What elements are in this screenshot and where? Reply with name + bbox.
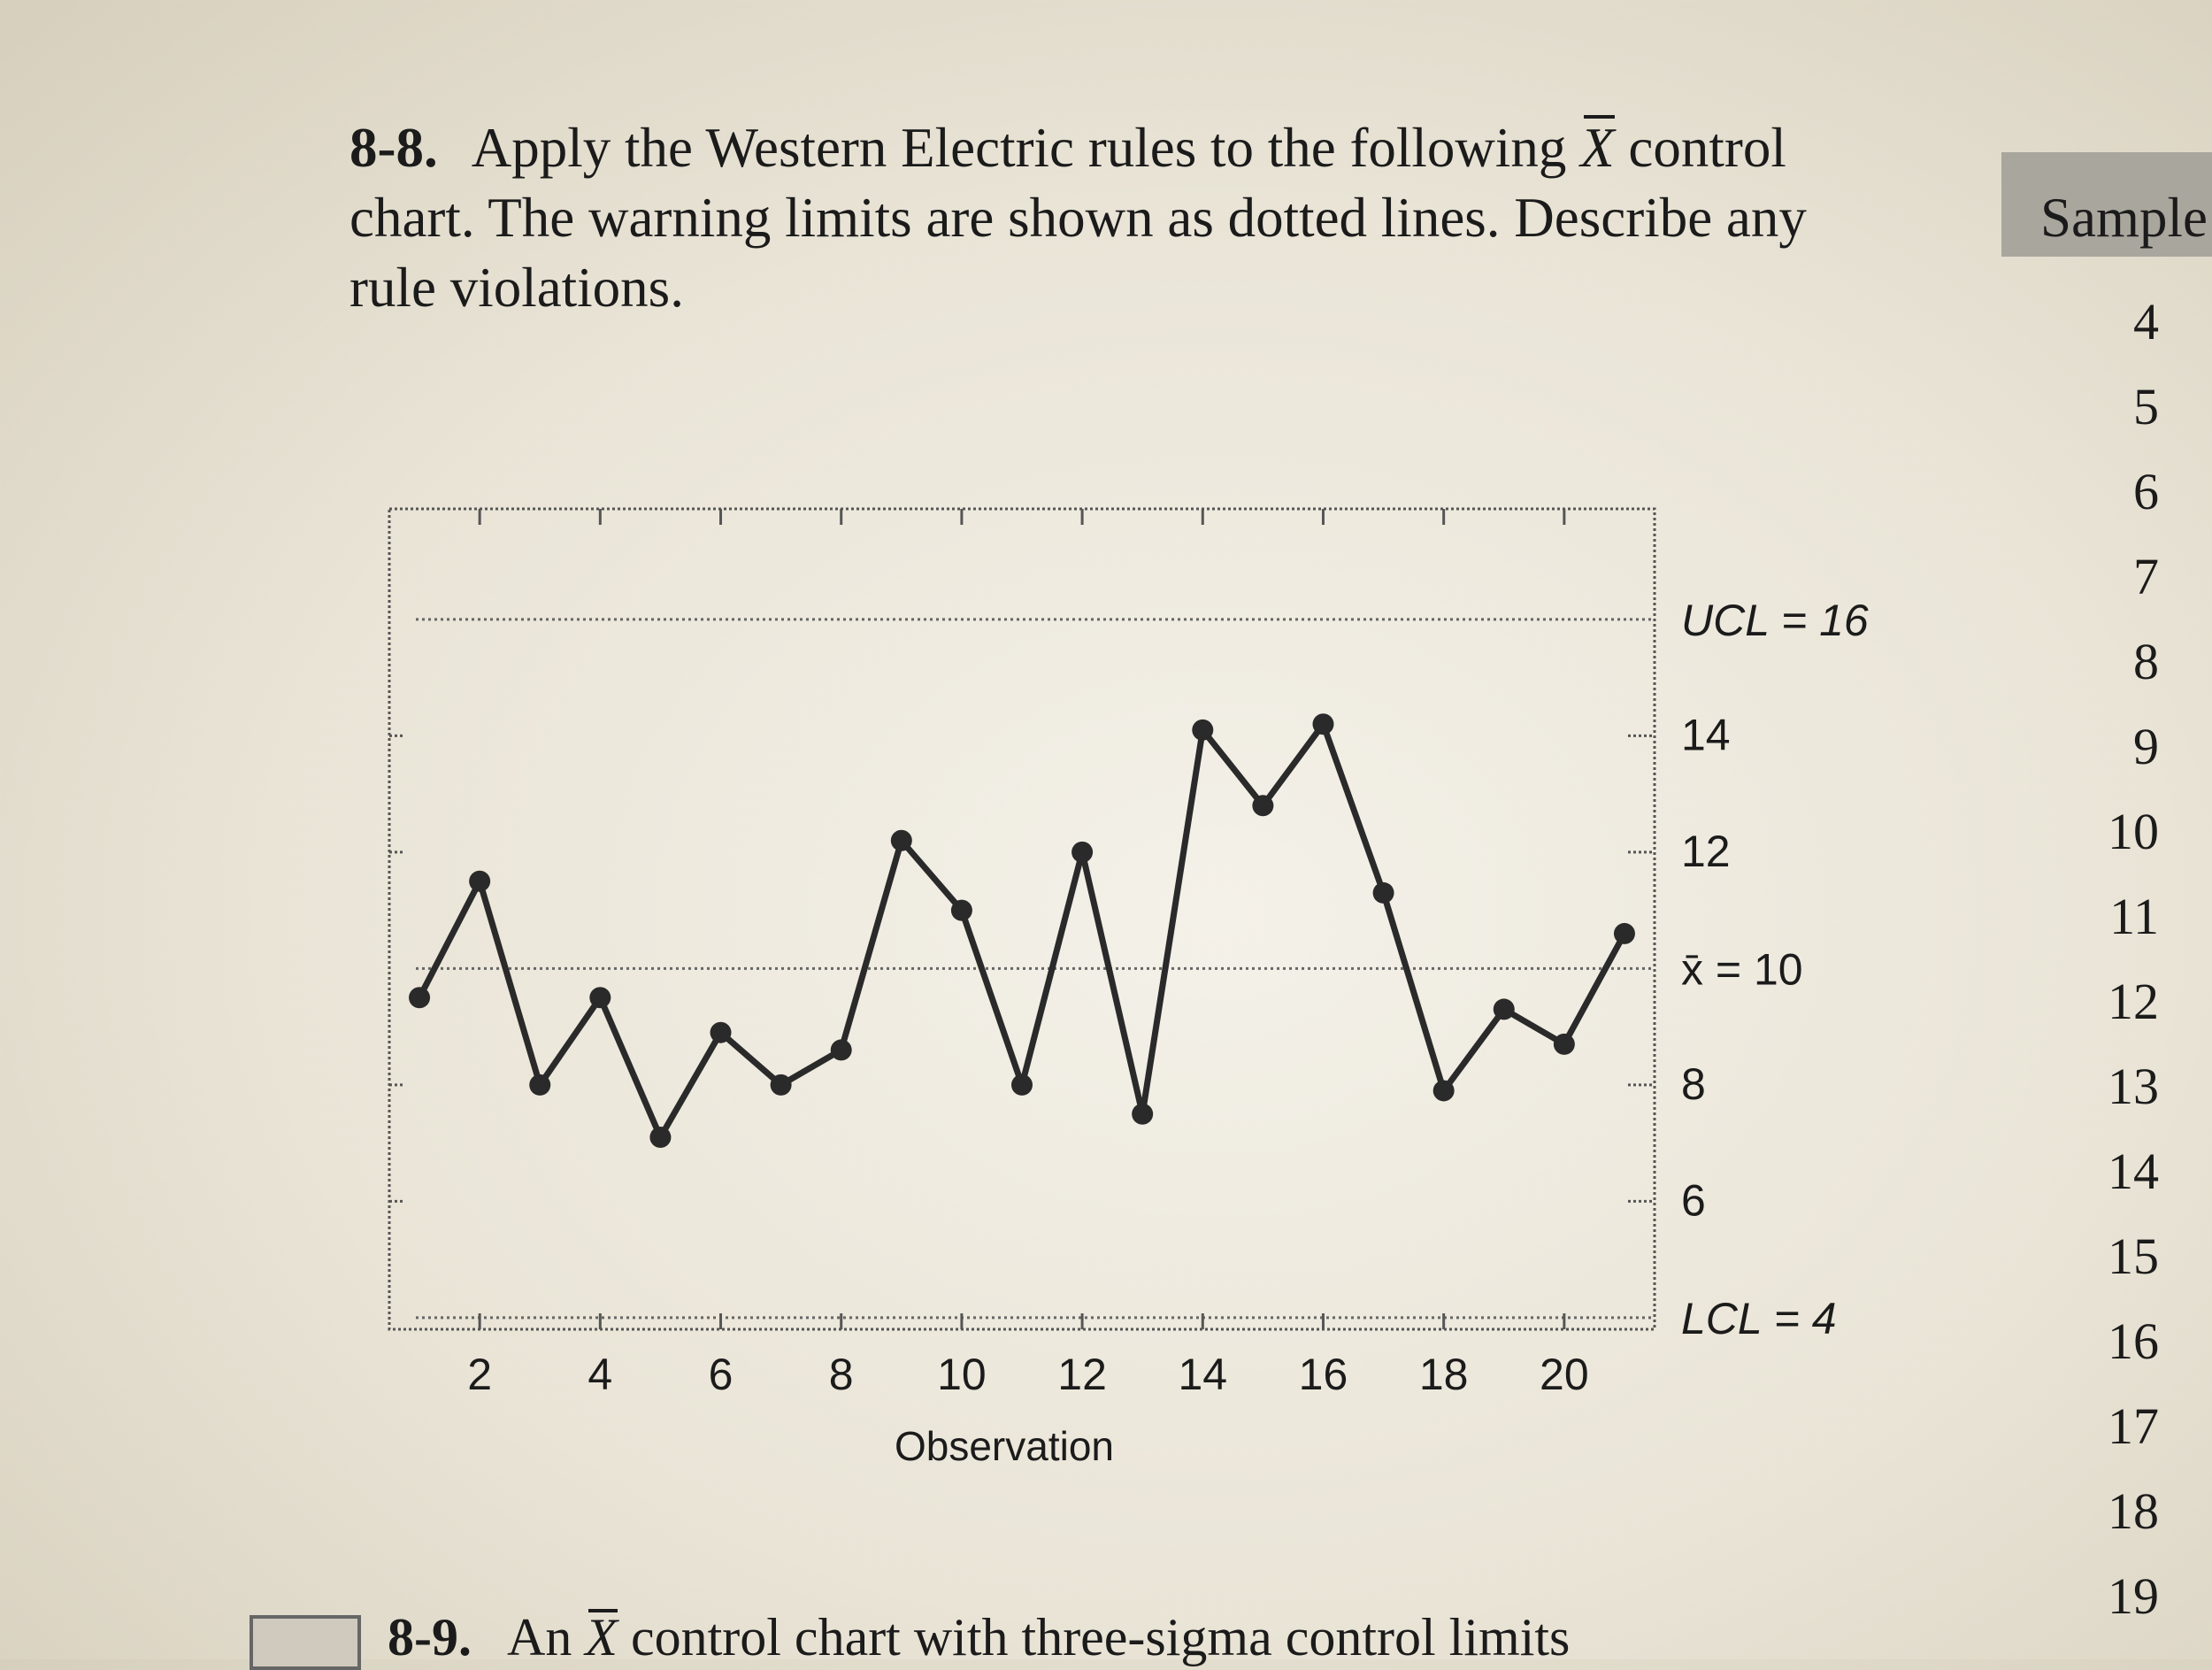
problem-text-pre: Apply the Western Electric rules to the … (471, 117, 1567, 179)
sample-row: 13 (2108, 1058, 2159, 1115)
x-tick-label: 14 (1178, 1350, 1227, 1399)
x-tick-label: 10 (937, 1350, 987, 1399)
data-point (469, 870, 491, 892)
problem-line-3: rule violations. (349, 257, 684, 319)
sample-row: 17 (2108, 1397, 2159, 1455)
data-point (529, 1074, 551, 1096)
data-point (1613, 922, 1635, 944)
sample-row: 10 (2108, 803, 2159, 860)
data-point (1071, 841, 1094, 863)
sample-row: 6 (2133, 463, 2159, 520)
data-point (1011, 1074, 1033, 1096)
y-tick-label: 14 (1681, 710, 1731, 759)
next-xbar-symbol: X (585, 1608, 618, 1666)
y-tick-label: 6 (1681, 1175, 1706, 1225)
data-point (649, 1127, 672, 1149)
data-point (1132, 1103, 1154, 1125)
data-point (950, 899, 972, 921)
x-tick-label: 6 (709, 1350, 733, 1399)
x-axis-label: Observation (895, 1423, 1114, 1469)
data-point (1372, 881, 1394, 904)
data-point (1432, 1080, 1455, 1102)
sample-row: 16 (2108, 1312, 2159, 1370)
data-point (1312, 713, 1334, 735)
next-problem-number: 8-9. (388, 1608, 472, 1666)
center-label: x̄ = 10 (1681, 944, 1803, 994)
sample-row: 9 (2133, 718, 2159, 775)
data-point (890, 829, 912, 851)
y-tick-label: 8 (1681, 1059, 1706, 1109)
sample-row: 8 (2133, 633, 2159, 690)
ucl-label: UCL = 16 (1681, 596, 1869, 645)
sample-row: 5 (2133, 378, 2159, 435)
x-tick-label: 2 (467, 1350, 492, 1399)
sample-row: 4 (2133, 293, 2159, 350)
sample-row: 12 (2108, 973, 2159, 1030)
sample-row: 19 (2108, 1567, 2159, 1625)
data-point (1252, 795, 1274, 817)
sample-row: 11 (2109, 888, 2159, 945)
problem-8-9: 8-9. An X control chart with three-sigma … (250, 1607, 1570, 1670)
data-point (710, 1021, 732, 1043)
data-point (589, 987, 611, 1009)
problem-number: 8-8. (349, 117, 438, 179)
book-icon (250, 1615, 361, 1670)
sample-row: 7 (2133, 548, 2159, 605)
data-point (1493, 998, 1515, 1020)
xbar-symbol: X (1580, 113, 1616, 183)
sample-row: 18 (2108, 1482, 2159, 1540)
sample-row: 14 (2108, 1143, 2159, 1200)
data-point (1192, 719, 1214, 741)
problem-text-post: control (1628, 117, 1786, 179)
y-tick-label: 12 (1681, 827, 1731, 876)
problem-line-2: chart. The warning limits are shown as d… (349, 187, 1807, 249)
sample-header-label: Sample (2040, 187, 2208, 249)
data-point (409, 987, 431, 1009)
x-tick-label: 4 (588, 1350, 612, 1399)
x-tick-label: 12 (1057, 1350, 1107, 1399)
plot-frame (388, 507, 1656, 1331)
data-point (830, 1039, 852, 1061)
sample-column-header: Sample (2001, 152, 2212, 257)
x-tick-label: 20 (1540, 1350, 1589, 1399)
lcl-label: LCL = 4 (1681, 1294, 1837, 1343)
sample-row: 15 (2108, 1227, 2159, 1285)
next-problem-post: control chart with three-sigma control l… (630, 1608, 1571, 1666)
data-point (1553, 1033, 1575, 1055)
data-point (770, 1074, 792, 1096)
x-tick-label: 18 (1419, 1350, 1469, 1399)
x-tick-label: 8 (829, 1350, 854, 1399)
next-problem-pre: An (506, 1608, 572, 1666)
x-tick-label: 16 (1299, 1350, 1348, 1399)
problem-8-8: 8-8. Apply the Western Electric rules to … (349, 113, 1889, 323)
